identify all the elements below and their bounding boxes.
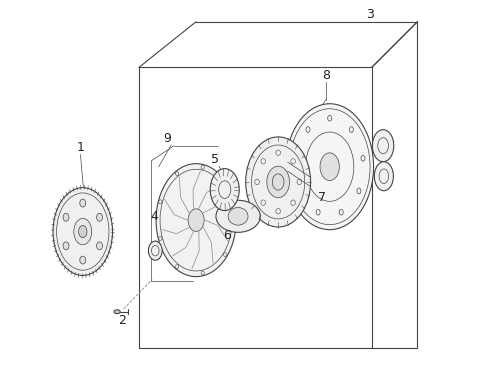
Ellipse shape xyxy=(96,213,103,221)
Ellipse shape xyxy=(156,164,236,277)
Text: 6: 6 xyxy=(223,229,230,242)
Ellipse shape xyxy=(374,162,394,191)
Text: 3: 3 xyxy=(366,8,374,21)
Ellipse shape xyxy=(80,256,86,264)
Ellipse shape xyxy=(96,242,103,250)
Text: 7: 7 xyxy=(318,191,326,204)
Ellipse shape xyxy=(320,153,339,180)
Text: 5: 5 xyxy=(211,152,219,165)
Text: 1: 1 xyxy=(76,141,84,154)
Ellipse shape xyxy=(372,130,394,162)
Ellipse shape xyxy=(228,208,248,225)
Ellipse shape xyxy=(148,241,162,260)
Text: 8: 8 xyxy=(322,69,330,82)
Ellipse shape xyxy=(79,226,87,238)
Ellipse shape xyxy=(267,166,289,198)
Ellipse shape xyxy=(74,218,92,245)
Ellipse shape xyxy=(246,137,311,227)
Ellipse shape xyxy=(53,188,112,275)
Text: 2: 2 xyxy=(118,314,126,327)
Ellipse shape xyxy=(63,213,69,221)
Ellipse shape xyxy=(80,199,86,207)
Ellipse shape xyxy=(216,200,260,232)
Ellipse shape xyxy=(286,104,373,230)
Text: 4: 4 xyxy=(150,210,158,223)
Ellipse shape xyxy=(188,209,204,231)
Ellipse shape xyxy=(63,242,69,250)
Ellipse shape xyxy=(114,310,120,314)
Text: 9: 9 xyxy=(164,132,171,144)
Ellipse shape xyxy=(210,169,239,211)
